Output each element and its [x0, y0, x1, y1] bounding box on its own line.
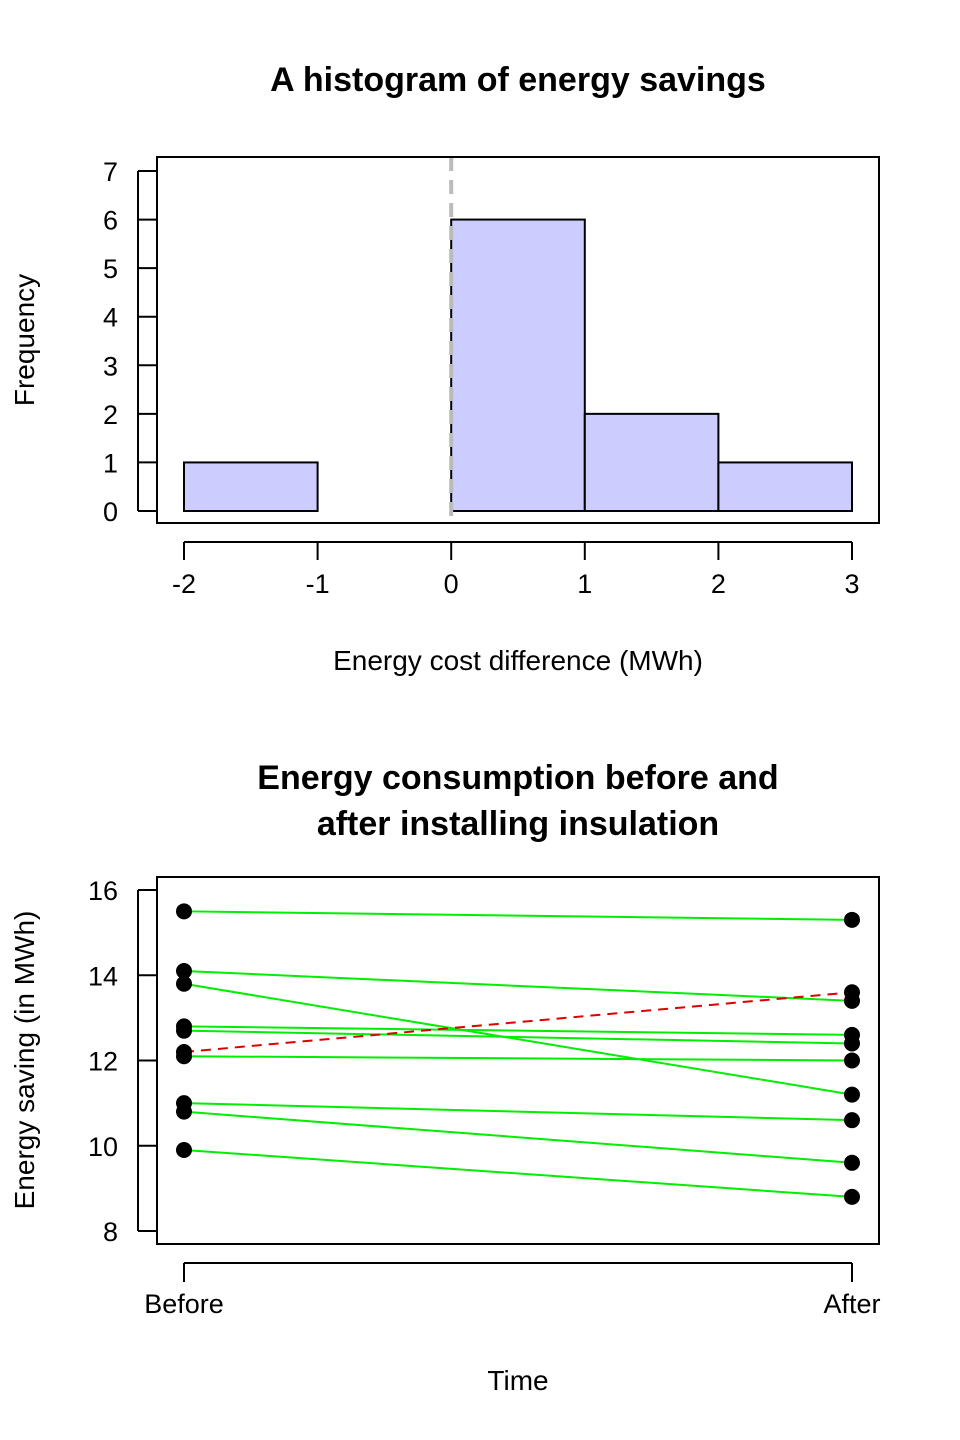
pair-line-5: [183, 1029, 853, 1045]
histogram-bar-3: [450, 218, 586, 512]
histogram-y-tick-label: 3: [103, 351, 118, 381]
histogram-x-tick-label: 3: [844, 569, 859, 599]
before-point-3: [176, 975, 192, 992]
histogram-plot-box: [156, 156, 880, 524]
extra-point-2: [844, 984, 860, 1001]
line-chart-x-tick-label: After: [823, 1289, 880, 1319]
line-chart-title-line-1: Energy consumption before and: [257, 759, 778, 797]
histogram-x-tick-label: 2: [711, 569, 726, 599]
extra-point-1: [176, 1043, 192, 1060]
pair-points: [176, 903, 860, 1205]
histogram-y-tick-label: 0: [103, 497, 118, 527]
histogram-y-tick-label: 5: [103, 254, 118, 284]
histogram-title: A histogram of energy savings: [270, 61, 766, 99]
after-point-7: [844, 1112, 860, 1129]
after-point-6: [844, 1052, 860, 1069]
line-chart-x-label: Time: [487, 1365, 548, 1396]
histogram-x-label: Energy cost difference (MWh): [333, 645, 703, 676]
before-point-5: [176, 1022, 192, 1039]
after-point-3: [844, 1086, 860, 1103]
before-point-2: [176, 962, 192, 979]
after-point-5: [844, 1035, 860, 1052]
histogram-y-axis: 0 1 2 3 4 5 6 7: [103, 157, 157, 527]
line-chart-title-line-2: after installing insulation: [317, 805, 719, 843]
histogram-y-label: Frequency: [9, 274, 40, 406]
histogram-x-tick-label: 0: [444, 569, 459, 599]
histogram-x-axis: -2 -1 0 1 2 3: [172, 541, 860, 599]
paired-line-chart: Energy consumption before and after inst…: [9, 759, 881, 1396]
histogram-chart: A histogram of energy savings 0 1 2 3 4 5 6 7 -…: [9, 61, 880, 676]
line-chart-y-tick-label: 10: [88, 1132, 118, 1162]
histogram-x-tick-label: -1: [306, 569, 330, 599]
histogram-bars: [183, 218, 854, 513]
line-chart-y-tick-label: 14: [88, 961, 118, 991]
histogram-y-tick-label: 1: [103, 448, 118, 478]
histogram-x-tick-label: -2: [172, 569, 196, 599]
histogram-bar-5: [717, 461, 854, 512]
after-point-9: [844, 1188, 860, 1205]
line-chart-y-axis: 8 10 12 14 16: [88, 876, 157, 1247]
line-chart-x-axis: Before After: [144, 1262, 881, 1319]
histogram-bar-1: [183, 461, 319, 512]
line-chart-y-tick-label: 16: [88, 876, 118, 906]
histogram-y-tick-label: 2: [103, 400, 118, 430]
pair-line-4: [183, 1025, 853, 1036]
pair-line-8: [183, 1110, 853, 1164]
pair-line-6: [183, 1055, 853, 1062]
histogram-y-tick-label: 6: [103, 206, 118, 236]
before-point-1: [176, 903, 192, 920]
after-point-1: [844, 911, 860, 928]
pair-lines: [183, 910, 853, 1198]
histogram-x-tick-label: 1: [577, 569, 592, 599]
line-chart-x-tick-label: Before: [144, 1289, 224, 1319]
pair-line-3: [183, 982, 853, 1096]
before-point-8: [176, 1103, 192, 1120]
histogram-bar-4: [583, 412, 720, 513]
pair-line-9: [183, 1149, 853, 1198]
mean-change-line: [183, 991, 853, 1053]
line-chart-y-tick-label: 12: [88, 1047, 118, 1077]
after-point-8: [844, 1154, 860, 1171]
line-chart-y-tick-label: 8: [103, 1217, 118, 1247]
pair-line-2: [183, 969, 853, 1002]
line-chart-y-label: Energy saving (in MWh): [9, 911, 40, 1210]
pair-line-7: [183, 1102, 853, 1122]
before-point-9: [176, 1142, 192, 1159]
pair-line-1: [183, 910, 853, 921]
histogram-y-tick-label: 4: [103, 303, 118, 333]
histogram-y-tick-label: 7: [103, 157, 118, 187]
